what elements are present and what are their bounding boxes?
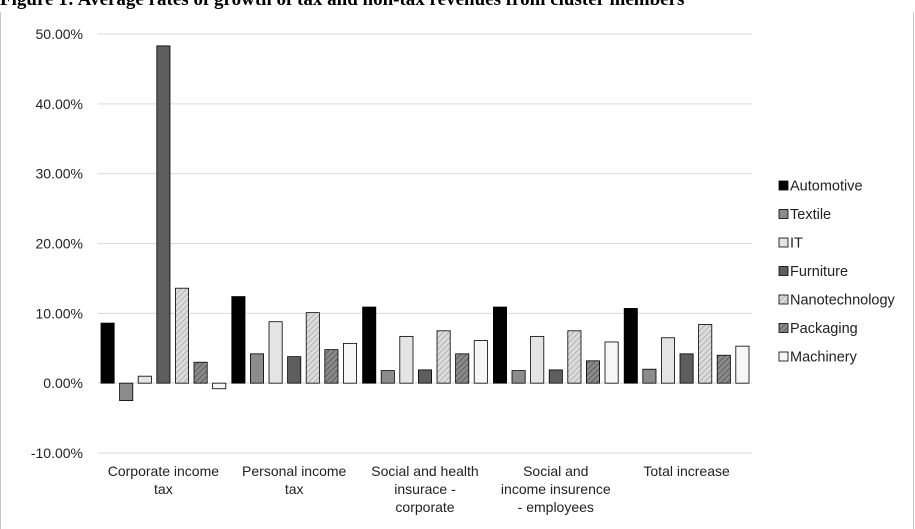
bar-furniture: [548, 369, 563, 384]
bar-textile: [642, 368, 657, 384]
category-label: Social and income insurence - employees: [501, 463, 611, 515]
category-label-line: - employees: [518, 499, 594, 515]
bar-packaging: [586, 360, 601, 384]
category-label: Personal income tax: [242, 463, 346, 497]
legend-swatch: [778, 351, 789, 362]
legend-swatch: [778, 323, 789, 333]
bar-machinery: [212, 382, 227, 390]
bar-automotive: [623, 308, 638, 384]
bar-it: [268, 321, 283, 384]
y-tick-label: -10.00%: [31, 445, 83, 461]
legend-label: Packaging: [790, 321, 858, 337]
chart-title: Figure 1: Average rates of growth of tax…: [0, 0, 915, 12]
bar-automotive: [362, 306, 377, 384]
category-label-line: tax: [285, 481, 304, 497]
bar-automotive: [492, 306, 507, 384]
bar-furniture: [156, 45, 171, 384]
category-label-line: Personal income: [242, 463, 346, 479]
bar-machinery: [342, 342, 357, 384]
bar-packaging: [455, 353, 470, 384]
bar-machinery: [473, 340, 488, 384]
legend-label: Nanotechnology: [790, 293, 896, 309]
legend-label: Furniture: [790, 264, 848, 280]
bar-nanotechnology: [698, 324, 713, 384]
legend-swatch: [778, 266, 789, 276]
category-label-line: tax: [154, 481, 173, 497]
bar-furniture: [287, 356, 302, 384]
bar-it: [399, 335, 414, 384]
y-tick-label: 0.00%: [43, 375, 83, 391]
y-axis-labels: -10.00% 0.00% 10.00% 20.00% 30.00% 40.00% 50.0…: [31, 26, 83, 461]
y-tick-label: 50.00%: [36, 26, 83, 42]
bar-packaging: [324, 349, 339, 384]
bar-furniture: [679, 353, 694, 384]
category-label-line: Social and health: [371, 463, 478, 479]
bar-nanotechnology: [174, 287, 189, 384]
bar-packaging: [716, 354, 731, 384]
category-label-line: Total increase: [643, 463, 730, 479]
category-label: Corporate income tax: [108, 463, 219, 497]
bar-textile: [249, 353, 264, 384]
y-tick-label: 10.00%: [36, 305, 83, 321]
legend-swatch: [778, 180, 789, 191]
bar-automotive: [100, 322, 115, 384]
y-tick-label: 20.00%: [36, 236, 83, 252]
bar-nanotechnology: [567, 330, 582, 384]
legend-label: Textile: [790, 207, 831, 223]
bar-machinery: [735, 345, 750, 384]
bar-it: [530, 335, 545, 384]
bar-it: [137, 375, 152, 384]
legend-label: IT: [790, 236, 803, 252]
legend-swatch: [778, 294, 789, 305]
legend: Automotive Textile IT Furniture Nanotechnolo…: [778, 179, 896, 366]
legend-label: Machinery: [790, 350, 858, 366]
bar-furniture: [417, 369, 432, 384]
bar-nanotechnology: [436, 330, 451, 384]
category-label-line: Corporate income: [108, 463, 219, 479]
category-label-line: Social and: [523, 463, 588, 479]
category-label-line: corporate: [395, 499, 454, 515]
legend-label: Automotive: [790, 179, 863, 195]
category-label: Social and health insurace - corporate: [371, 463, 478, 515]
bar-machinery: [604, 341, 619, 384]
category-labels: Corporate income tax Personal income tax Soc…: [108, 463, 730, 515]
bars: [100, 45, 750, 402]
bar-nanotechnology: [305, 312, 320, 384]
category-label-line: income insurence: [501, 481, 611, 497]
category-label-line: insurace -: [394, 481, 456, 497]
y-tick-label: 40.00%: [36, 96, 83, 112]
bar-automotive: [231, 296, 246, 384]
legend-swatch: [778, 209, 789, 219]
legend-swatch: [778, 237, 789, 248]
chart-frame: [0, 12, 914, 529]
bar-textile: [511, 370, 526, 384]
bar-textile: [380, 370, 395, 384]
y-tick-label: 30.00%: [36, 166, 83, 182]
bar-packaging: [193, 361, 208, 384]
category-label: Total increase: [643, 463, 730, 479]
bar-it: [661, 337, 676, 384]
bar-textile: [119, 382, 134, 402]
gridlines: [98, 33, 752, 454]
